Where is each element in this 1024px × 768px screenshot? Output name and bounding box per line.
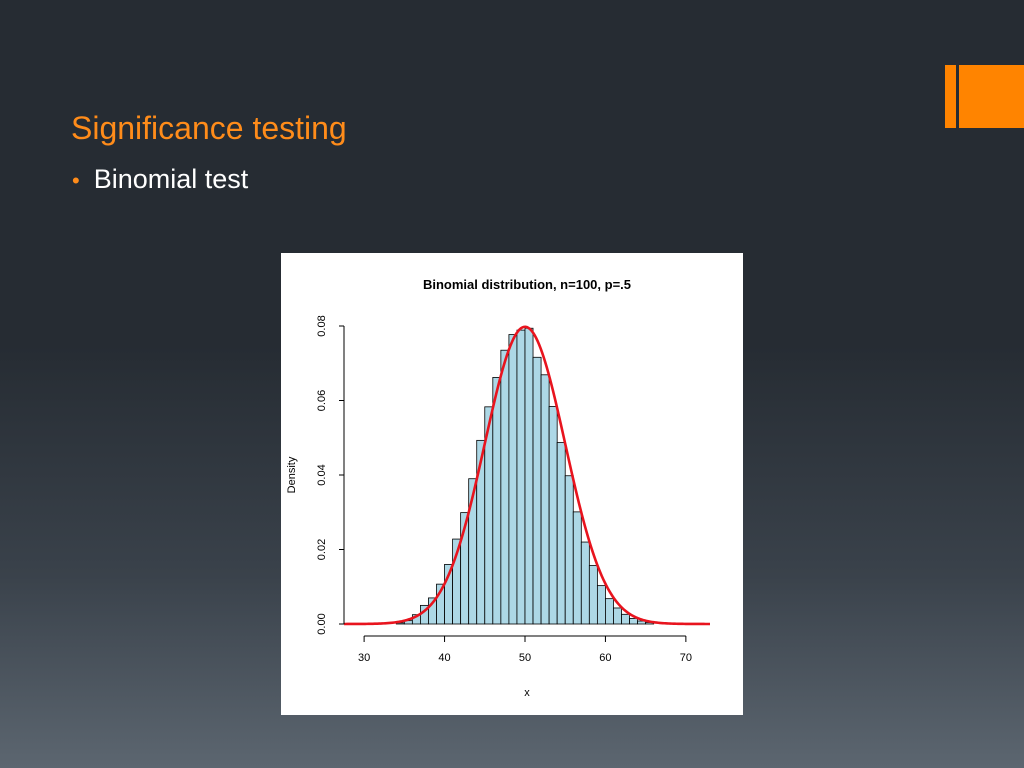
accent-bar-block xyxy=(959,65,1024,128)
histogram-bar xyxy=(588,565,598,625)
slide-title: Significance testing xyxy=(71,110,347,146)
y-tick-label: 0.02 xyxy=(316,539,328,560)
x-tick-label: 50 xyxy=(519,652,531,664)
y-tick-label: 0.04 xyxy=(316,464,328,485)
y-tick-label: 0.06 xyxy=(316,390,328,411)
histogram-bar xyxy=(564,475,574,625)
y-axis: 0.00 0.02 0.04 0.06 0.08 xyxy=(316,315,345,635)
density-curve xyxy=(344,325,710,626)
histogram-bar xyxy=(596,585,606,625)
x-axis-label: x xyxy=(524,687,530,699)
y-axis-label: Density xyxy=(286,456,298,493)
bullet-item: • Binomial test xyxy=(72,164,248,195)
accent-bar-thin xyxy=(945,65,956,128)
histogram-bar xyxy=(556,442,566,625)
histogram-bar xyxy=(532,356,542,625)
x-tick-label: 40 xyxy=(438,652,450,664)
x-tick-label: 30 xyxy=(358,652,370,664)
curve-group xyxy=(344,325,710,626)
histogram-bar xyxy=(580,541,590,625)
histogram-bar xyxy=(572,511,582,625)
histogram-bar xyxy=(629,618,639,625)
histogram-bar xyxy=(476,439,486,625)
histogram-bar xyxy=(492,377,502,625)
histogram-bar xyxy=(524,327,534,625)
chart-frame: Binomial distribution, n=100, p=.5 0.00 0… xyxy=(281,253,743,715)
x-tick-label: 60 xyxy=(599,652,611,664)
histogram-chart: Binomial distribution, n=100, p=.5 0.000… xyxy=(286,277,710,699)
x-tick-label: 70 xyxy=(680,652,692,664)
histogram-bar xyxy=(621,613,630,625)
chart-title: Binomial distribution, n=100, p=.5 xyxy=(423,277,631,292)
x-axis: 30 40 50 60 70 xyxy=(358,635,692,664)
bullet-text: Binomial test xyxy=(93,164,249,194)
histogram-bar xyxy=(508,334,518,625)
bars-group xyxy=(395,327,655,625)
histogram-bar xyxy=(540,374,550,625)
bullet-dot-icon: • xyxy=(72,168,80,193)
y-tick-label: 0.08 xyxy=(316,315,328,336)
histogram-bar xyxy=(613,607,622,625)
histogram-bar xyxy=(516,329,526,625)
histogram-bar xyxy=(548,406,558,625)
y-tick-label: 0.00 xyxy=(316,613,328,634)
histogram-bar xyxy=(500,349,510,625)
bullet-list: • Binomial test xyxy=(72,164,248,195)
histogram-bar xyxy=(605,598,614,625)
